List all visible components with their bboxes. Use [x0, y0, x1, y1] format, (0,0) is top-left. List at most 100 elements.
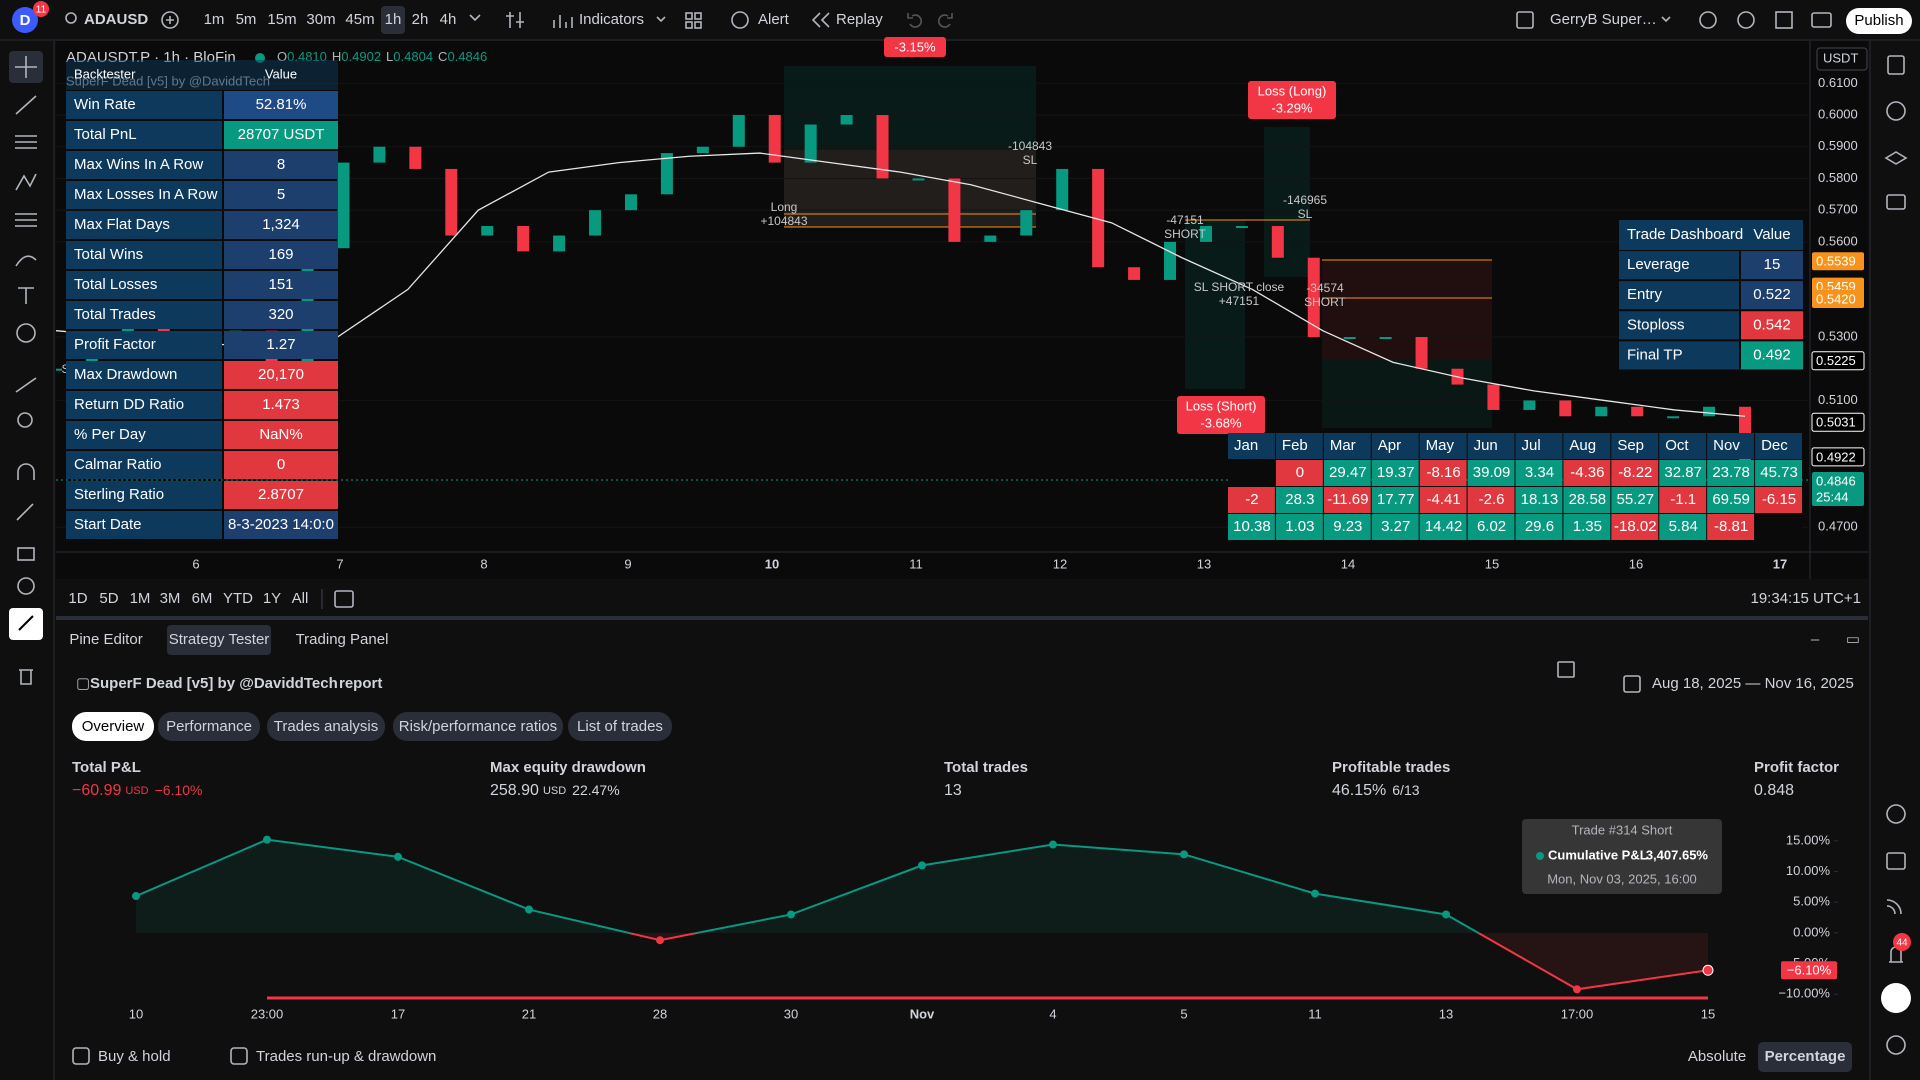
subtab[interactable]: Performance [166, 718, 252, 735]
range-button[interactable]: 1M [130, 590, 151, 607]
month-header-cell [1659, 433, 1707, 459]
templates-icon[interactable] [685, 12, 693, 20]
chart-type[interactable] [506, 12, 524, 28]
alerts-panel[interactable] [1886, 101, 1906, 121]
data-window[interactable] [1884, 151, 1908, 165]
subtab[interactable]: Overview [82, 718, 145, 735]
avatar[interactable] [12, 7, 38, 33]
candle [732, 115, 745, 147]
panel-tab[interactable]: Trading Panel [296, 631, 389, 648]
pattern-tool[interactable] [15, 173, 37, 191]
emoji-tool[interactable] [16, 323, 36, 343]
interval[interactable]: 45m [345, 11, 374, 28]
forecast-tool[interactable] [15, 213, 37, 227]
calendar-icon[interactable] [1886, 852, 1906, 870]
minimize-panel[interactable]: – [1811, 631, 1820, 648]
interval[interactable]: 1h [385, 11, 402, 28]
zoom-tool[interactable] [17, 412, 33, 428]
alert-button[interactable]: Alert [758, 11, 790, 28]
interval[interactable]: 30m [306, 11, 335, 28]
percentage-toggle[interactable]: Percentage [1765, 1048, 1846, 1065]
magnet-tool[interactable] [17, 463, 35, 480]
table-label: Total PnL [74, 126, 137, 143]
symbol-search[interactable]: ADAUSD [84, 11, 148, 28]
trading-panel-icon[interactable] [1886, 804, 1906, 824]
fullscreen[interactable] [1775, 11, 1793, 29]
range-button[interactable]: 3M [160, 590, 181, 607]
table-label: % Per Day [74, 426, 146, 443]
runup-label[interactable]: Trades run-up & drawdown [256, 1048, 436, 1065]
currency[interactable]: USDT [1823, 50, 1858, 65]
interval[interactable]: 15m [267, 11, 296, 28]
draw-mode[interactable] [16, 503, 34, 521]
date-range[interactable]: Aug 18, 2025 — Nov 16, 2025 [1652, 675, 1854, 692]
interval-menu[interactable] [469, 14, 481, 22]
range-button[interactable]: All [292, 590, 309, 607]
range-button[interactable]: YTD [223, 590, 253, 607]
chats[interactable] [1886, 194, 1906, 210]
hide-tool[interactable] [17, 577, 35, 595]
table-header-bg [1619, 219, 1803, 251]
trade-result-label: Loss (Short) [1186, 398, 1257, 413]
indicators-icon [553, 15, 573, 28]
redo[interactable] [937, 13, 953, 28]
collapse-panel[interactable] [1557, 661, 1575, 678]
runup-checkbox[interactable] [230, 1047, 248, 1065]
layout-menu[interactable] [1661, 16, 1671, 23]
currency-select[interactable] [1816, 47, 1868, 71]
undo[interactable] [907, 13, 923, 28]
buy-hold-label[interactable]: Buy & hold [98, 1048, 171, 1065]
line-tool[interactable] [15, 95, 37, 115]
strategy-icon: ▢ [76, 675, 90, 692]
replay-button[interactable]: Replay [836, 11, 883, 28]
ruler-tool[interactable] [15, 377, 37, 393]
range-button[interactable]: 1D [68, 590, 87, 607]
trash-tool[interactable] [19, 669, 33, 685]
buy-hold-checkbox[interactable] [72, 1047, 90, 1065]
layout-icon[interactable] [1516, 11, 1534, 29]
range-button[interactable]: 6M [192, 590, 213, 607]
tab-active [167, 625, 271, 655]
layout-name[interactable]: GerryB Super… [1550, 11, 1657, 28]
publish-button[interactable] [1846, 8, 1912, 34]
x-tick-label: 23:00 [251, 1006, 284, 1021]
text-tool[interactable] [18, 287, 34, 304]
subtab[interactable]: Risk/performance ratios [399, 718, 557, 735]
fib-tool[interactable] [15, 135, 37, 149]
strategy-title[interactable]: SuperF Dead [v5] by @DaviddTech [90, 675, 338, 692]
screenshot[interactable] [1811, 12, 1832, 28]
crosshair-tool[interactable] [15, 56, 37, 78]
subtab[interactable]: List of trades [577, 718, 663, 735]
maximize-panel[interactable]: ▭ [1846, 631, 1860, 648]
help-button[interactable] [1886, 1035, 1906, 1055]
lock-tool[interactable] [17, 547, 35, 561]
panel-tab[interactable]: Pine Editor [69, 631, 142, 648]
indicators-button[interactable]: Indicators [579, 11, 644, 28]
range-button[interactable]: 1Y [263, 590, 281, 607]
goto-date[interactable] [334, 590, 354, 608]
table-label-cell [66, 331, 222, 359]
brush-tool[interactable] [15, 255, 37, 267]
settings[interactable] [1737, 11, 1755, 29]
watchlist[interactable] [1887, 55, 1905, 75]
report-link[interactable]: report [339, 675, 382, 692]
interval[interactable]: 2h [412, 11, 429, 28]
panel-tab[interactable]: Strategy Tester [169, 631, 270, 648]
absolute-toggle[interactable]: Absolute [1688, 1048, 1746, 1065]
range-button[interactable]: 5D [99, 590, 118, 607]
quick-search[interactable] [1699, 11, 1717, 29]
interval[interactable]: 4h [440, 11, 457, 28]
add-symbol[interactable] [161, 11, 179, 29]
trade-result-label: -3.15% [894, 39, 936, 54]
apps-button[interactable] [1881, 983, 1911, 1013]
month-value: -8.16 [1427, 464, 1461, 481]
subtab[interactable]: Trades analysis [274, 718, 379, 735]
table-value-cell [224, 91, 338, 119]
indicators-menu[interactable] [656, 16, 666, 23]
search-icon[interactable] [65, 12, 77, 24]
interval[interactable]: 1m [204, 11, 225, 28]
interval[interactable]: 5m [236, 11, 257, 28]
templates-icon-part [694, 21, 702, 29]
month-value: 18.13 [1521, 491, 1559, 508]
news-icon[interactable] [1886, 899, 1902, 915]
